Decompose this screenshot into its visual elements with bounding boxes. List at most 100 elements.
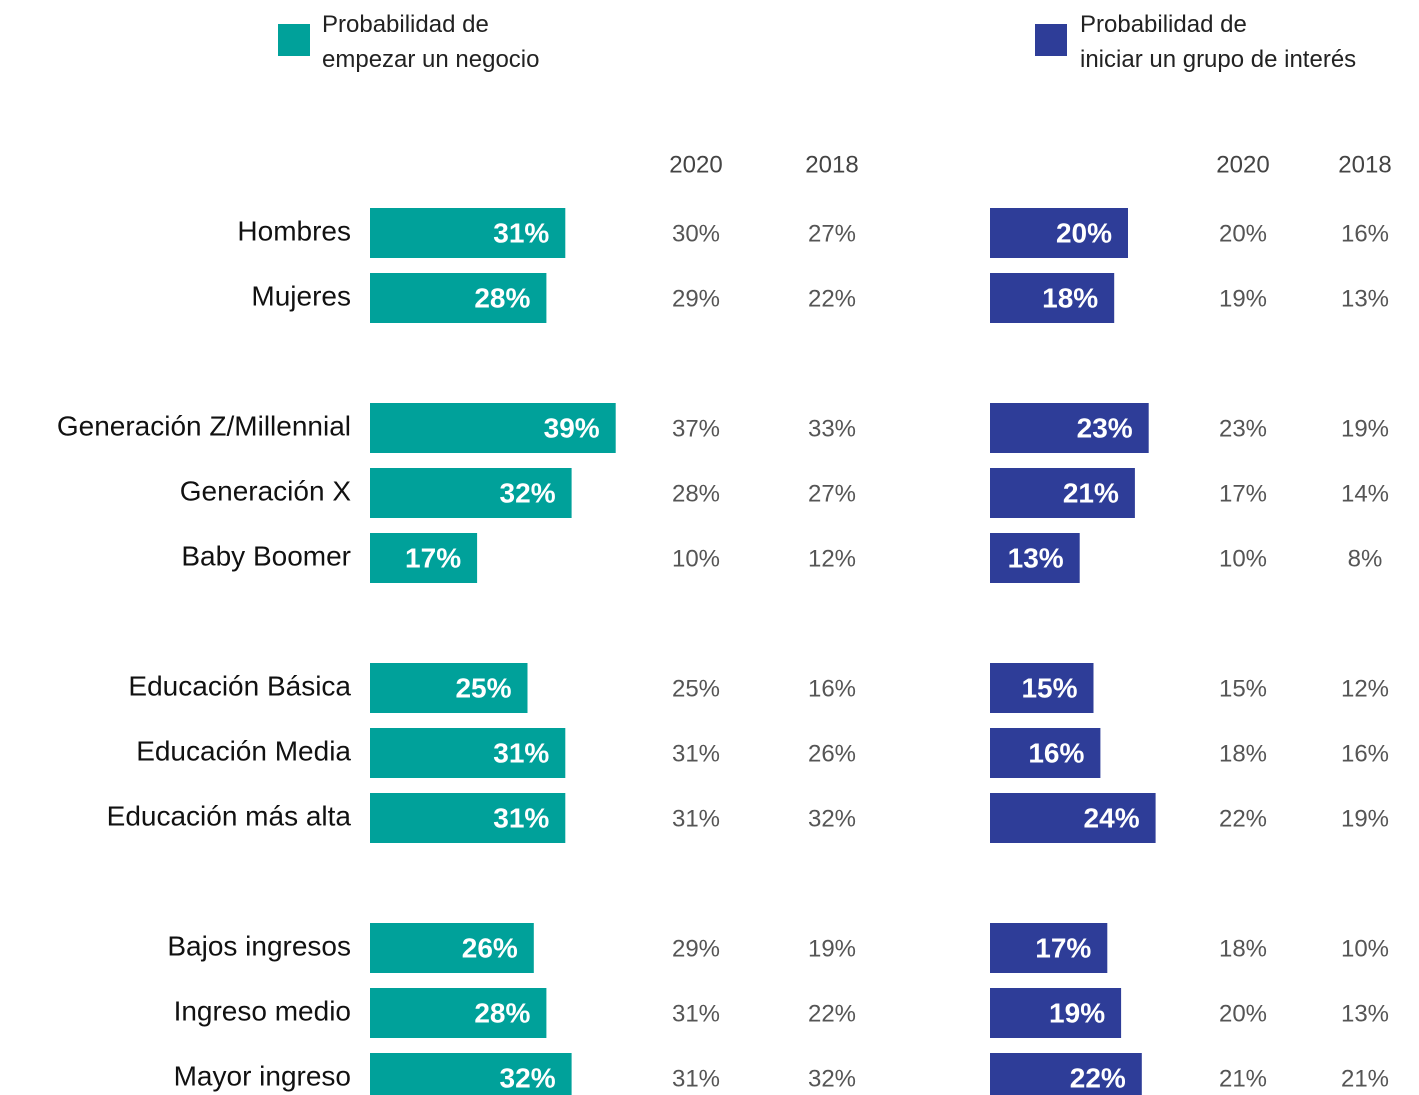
bar-value-label: 18% <box>1042 282 1098 313</box>
column-value: 32% <box>808 805 856 832</box>
column-value: 27% <box>808 480 856 507</box>
column-value: 18% <box>1219 740 1267 767</box>
column-value: 10% <box>672 545 720 572</box>
column-header: 2018 <box>805 151 858 178</box>
column-value: 31% <box>672 1065 720 1092</box>
column-value: 12% <box>1341 675 1389 702</box>
bar <box>990 273 1115 323</box>
bar-value-label: 25% <box>455 672 511 703</box>
column-value: 12% <box>808 545 856 572</box>
bar-value-label: 16% <box>1028 737 1084 768</box>
bar-value-label: 15% <box>1021 672 1077 703</box>
bar-value-label: 13% <box>1008 542 1064 573</box>
column-header: 2018 <box>1338 151 1391 178</box>
column-value: 16% <box>808 675 856 702</box>
category-label: Generación Z/Millennial <box>57 410 351 441</box>
category-label: Baby Boomer <box>181 540 351 571</box>
bar <box>370 663 528 713</box>
bar-value-label: 23% <box>1077 412 1133 443</box>
bar <box>990 728 1101 778</box>
bar-value-label: 31% <box>493 217 549 248</box>
bar-value-label: 20% <box>1056 217 1112 248</box>
column-value: 21% <box>1341 1065 1389 1092</box>
bar <box>370 923 534 973</box>
bar <box>370 1053 572 1095</box>
category-label: Educación Media <box>136 735 351 766</box>
bar-value-label: 39% <box>544 412 600 443</box>
bar <box>990 923 1108 973</box>
column-value: 16% <box>1341 220 1389 247</box>
bar-value-label: 31% <box>493 802 549 833</box>
bar-value-label: 17% <box>405 542 461 573</box>
column-value: 28% <box>672 480 720 507</box>
legend-label: Probabilidad de iniciar un grupo de inte… <box>1080 11 1357 73</box>
bar <box>990 988 1122 1038</box>
legend-swatch <box>278 24 310 56</box>
bar-value-label: 32% <box>500 1062 556 1093</box>
column-value: 13% <box>1341 1000 1389 1027</box>
column-value: 23% <box>1219 415 1267 442</box>
bar <box>370 468 572 518</box>
bar-value-label: 24% <box>1084 802 1140 833</box>
column-value: 33% <box>808 415 856 442</box>
column-value: 19% <box>1341 415 1389 442</box>
category-label: Hombres <box>237 215 351 246</box>
column-value: 14% <box>1341 480 1389 507</box>
bar-value-label: 31% <box>493 737 549 768</box>
column-header: 2020 <box>1216 151 1269 178</box>
column-value: 19% <box>808 935 856 962</box>
bar <box>990 403 1149 453</box>
bar-value-label: 28% <box>474 997 530 1028</box>
column-header: 2020 <box>669 151 722 178</box>
bar <box>990 1053 1142 1095</box>
category-label: Generación X <box>180 475 352 506</box>
column-value: 30% <box>672 220 720 247</box>
column-value: 29% <box>672 285 720 312</box>
column-value: 22% <box>808 1000 856 1027</box>
category-label: Ingreso medio <box>174 995 351 1026</box>
column-value: 15% <box>1219 675 1267 702</box>
column-value: 10% <box>1341 935 1389 962</box>
column-value: 22% <box>1219 805 1267 832</box>
column-value: 16% <box>1341 740 1389 767</box>
bar <box>370 208 566 258</box>
bar-value-label: 22% <box>1070 1062 1126 1093</box>
column-value: 21% <box>1219 1065 1267 1092</box>
column-value: 17% <box>1219 480 1267 507</box>
column-value: 20% <box>1219 220 1267 247</box>
column-value: 26% <box>808 740 856 767</box>
legend-label: Probabilidad de empezar un negocio <box>322 11 540 73</box>
column-value: 19% <box>1341 805 1389 832</box>
bar-value-label: 19% <box>1049 997 1105 1028</box>
bar-value-label: 21% <box>1063 477 1119 508</box>
bar-value-label: 32% <box>500 477 556 508</box>
bar-value-label: 26% <box>462 932 518 963</box>
category-label: Mujeres <box>251 280 351 311</box>
column-value: 31% <box>672 805 720 832</box>
column-value: 22% <box>808 285 856 312</box>
bar <box>990 468 1135 518</box>
bar <box>990 663 1094 713</box>
bar <box>990 793 1156 843</box>
column-value: 10% <box>1219 545 1267 572</box>
bar <box>370 988 547 1038</box>
category-label: Educación Básica <box>128 670 351 701</box>
column-value: 8% <box>1348 545 1383 572</box>
column-value: 18% <box>1219 935 1267 962</box>
bar <box>370 728 566 778</box>
category-label: Bajos ingresos <box>167 930 351 961</box>
column-value: 25% <box>672 675 720 702</box>
column-value: 29% <box>672 935 720 962</box>
category-label: Mayor ingreso <box>174 1060 351 1091</box>
column-value: 31% <box>672 740 720 767</box>
column-value: 32% <box>808 1065 856 1092</box>
bar <box>990 208 1128 258</box>
bar <box>370 793 566 843</box>
column-value: 20% <box>1219 1000 1267 1027</box>
column-value: 31% <box>672 1000 720 1027</box>
legend-swatch <box>1035 24 1067 56</box>
bar <box>370 533 478 583</box>
category-label: Educación más alta <box>107 800 352 831</box>
